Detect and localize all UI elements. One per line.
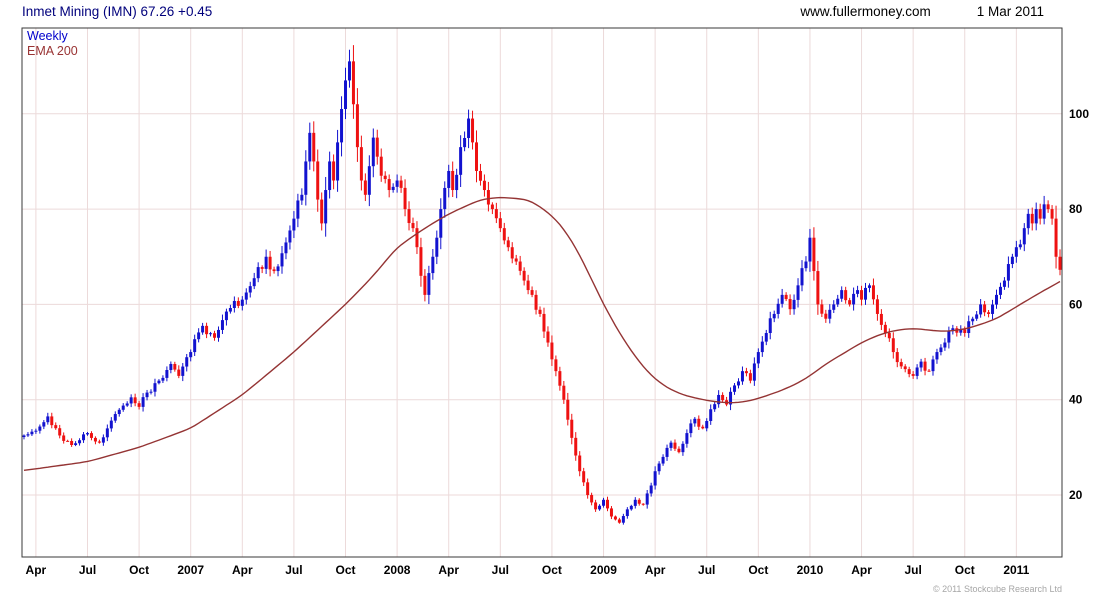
chart-header: Inmet Mining (IMN) 67.26 +0.45 www.fulle… [22, 4, 1044, 19]
svg-text:Apr: Apr [438, 563, 459, 577]
svg-text:100: 100 [1069, 107, 1089, 121]
ema-legend-label: EMA 200 [27, 44, 78, 58]
svg-text:Jul: Jul [698, 563, 715, 577]
website-link[interactable]: www.fullermoney.com [800, 4, 931, 19]
svg-text:Oct: Oct [542, 563, 562, 577]
chart-date: 1 Mar 2011 [976, 4, 1044, 19]
svg-text:Apr: Apr [26, 563, 47, 577]
svg-text:40: 40 [1069, 393, 1083, 407]
svg-text:2009: 2009 [590, 563, 617, 577]
instrument-title: Inmet Mining (IMN) 67.26 +0.45 [22, 4, 213, 19]
svg-text:Oct: Oct [129, 563, 149, 577]
svg-text:2011: 2011 [1003, 563, 1029, 577]
copyright-notice: © 2011 Stockcube Research Ltd [932, 584, 1062, 594]
svg-text:Jul: Jul [904, 563, 921, 577]
chart-legend: Weekly EMA 200 [27, 29, 78, 59]
candlestick-chart-canvas: Apr Jul Oct 2007 Apr Jul Oct 2008 Apr Jul Oct 2009 A… [21, 27, 1089, 577]
svg-text:Jul: Jul [492, 563, 509, 577]
svg-text:Apr: Apr [232, 563, 253, 577]
svg-text:2007: 2007 [177, 563, 204, 577]
svg-text:Jul: Jul [79, 563, 96, 577]
svg-text:Jul: Jul [285, 563, 302, 577]
svg-text:Oct: Oct [748, 563, 768, 577]
price-chart: Apr Jul Oct 2007 Apr Jul Oct 2008 Apr Jul Oct 2009 A… [0, 24, 1100, 600]
svg-text:2008: 2008 [384, 563, 411, 577]
svg-text:80: 80 [1069, 202, 1083, 216]
svg-text:2010: 2010 [797, 563, 824, 577]
svg-text:Oct: Oct [955, 563, 975, 577]
svg-text:Apr: Apr [645, 563, 666, 577]
svg-text:Apr: Apr [851, 563, 872, 577]
svg-text:Oct: Oct [336, 563, 356, 577]
timeframe-label: Weekly [27, 29, 68, 43]
svg-text:60: 60 [1069, 297, 1083, 311]
svg-text:20: 20 [1069, 488, 1083, 502]
